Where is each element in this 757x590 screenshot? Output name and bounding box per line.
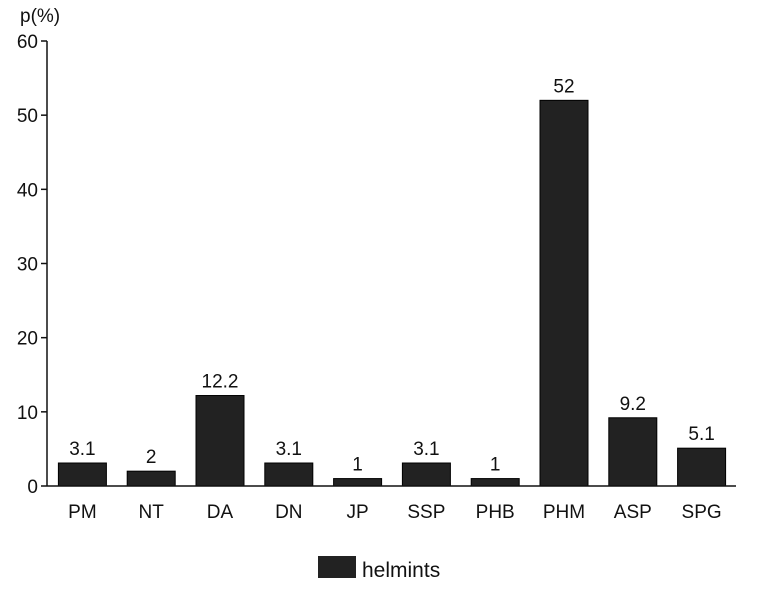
y-tick-label: 0 xyxy=(27,477,38,498)
bar-pm xyxy=(57,462,107,487)
x-tick-label-dn: DN xyxy=(275,502,302,523)
bar-asp xyxy=(608,417,658,487)
data-label-jp: 1 xyxy=(352,455,363,476)
x-tick-label-phb: PHB xyxy=(476,502,515,523)
legend-label: helmints xyxy=(362,559,440,582)
x-tick-label-pm: PM xyxy=(68,502,97,523)
legend-swatch xyxy=(318,556,356,578)
y-axis: 0 10 20 30 40 50 60 p(%) xyxy=(17,6,60,498)
x-tick-label-nt: NT xyxy=(139,502,165,523)
x-tick-label-da: DA xyxy=(207,502,234,523)
bar-nt xyxy=(126,470,176,487)
x-tick-label-jp: JP xyxy=(347,502,369,523)
x-tick-label-asp: ASP xyxy=(614,502,652,523)
bar-phb xyxy=(470,478,520,487)
bar-jp xyxy=(333,478,383,487)
x-tick-label-ssp: SSP xyxy=(407,502,445,523)
bar-dn xyxy=(264,462,314,487)
bar-phm xyxy=(539,99,589,487)
y-tick-label: 40 xyxy=(17,180,38,201)
data-label-phb: 1 xyxy=(490,455,501,476)
x-tick-label-spg: SPG xyxy=(682,502,722,523)
bar-ssp xyxy=(401,462,451,487)
y-tick-label: 20 xyxy=(17,329,38,350)
y-tick-label: 10 xyxy=(17,403,38,424)
y-axis-label: p(%) xyxy=(20,6,60,27)
y-tick-label: 60 xyxy=(17,32,38,53)
y-tick-label: 50 xyxy=(17,106,38,127)
y-tick-label: 30 xyxy=(17,255,38,276)
data-label-nt: 2 xyxy=(146,447,157,468)
data-label-phm: 52 xyxy=(553,76,574,97)
data-label-pm: 3.1 xyxy=(69,439,95,460)
bar-da xyxy=(195,395,245,487)
x-tick-label-phm: PHM xyxy=(543,502,585,523)
data-label-ssp: 3.1 xyxy=(413,439,439,460)
data-label-da: 12.2 xyxy=(202,372,239,393)
data-label-asp: 9.2 xyxy=(620,394,646,415)
bar-spg xyxy=(677,447,727,487)
data-label-spg: 5.1 xyxy=(688,424,714,445)
data-label-dn: 3.1 xyxy=(276,439,302,460)
legend: helmints xyxy=(318,556,440,582)
bars: 3.1 2 12.2 3.1 1 3.1 1 52 9.2 5.1 xyxy=(57,76,727,487)
x-axis: PM NT DA DN JP SSP PHB PHM ASP SPG xyxy=(47,485,736,523)
